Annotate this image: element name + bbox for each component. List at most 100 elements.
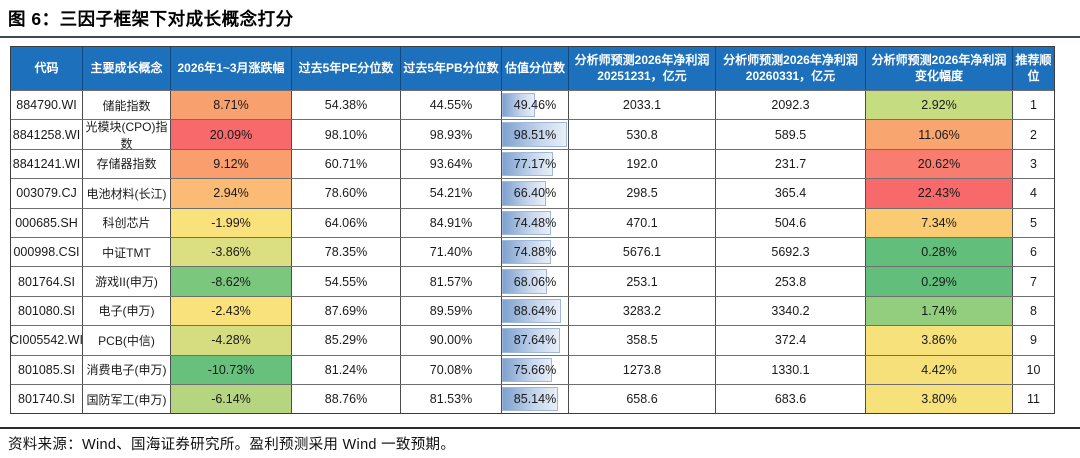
np-20251231-cell: 530.8 xyxy=(569,120,716,149)
rank-cell: 2 xyxy=(1030,127,1037,142)
valuation-percentile-cell: 75.66% xyxy=(502,355,569,384)
valuation-percentile-cell: 66.40% xyxy=(502,179,569,208)
np-20251231-cell: 2033.1 xyxy=(569,91,716,120)
code-cell: 8841241.WI xyxy=(11,149,83,179)
concept-cell: 中证TMT xyxy=(83,237,171,267)
pb-percentile-cell: 81.53% xyxy=(401,384,502,414)
np-20260331-cell: 589.5 xyxy=(716,120,866,149)
valuation-data-bar xyxy=(502,181,546,206)
table-row: 8841241.WI 存储器指数 9.12% 60.71% 93.64% 77.17% 19… xyxy=(11,148,1054,179)
valuation-data-bar xyxy=(502,93,535,118)
change-cell: -4.28% xyxy=(171,326,292,355)
pe-percentile-cell: 64.06% xyxy=(292,208,401,237)
change-cell: -8.62% xyxy=(171,267,292,296)
change-cell: 9.12% xyxy=(171,149,292,179)
header-col-np-change: 分析师预测2026年净利润 变化幅度 xyxy=(866,47,1013,90)
code-cell: 000685.SH xyxy=(11,208,83,237)
np-change-cell: 11.06% xyxy=(866,120,1013,149)
valuation-percentile-cell: 85.14% xyxy=(502,384,569,414)
rank-cell: 3 xyxy=(1030,156,1037,171)
table-row: 801764.SI 游戏II(申万) -8.62% 54.55% 81.57% 68.06… xyxy=(11,266,1054,296)
np-change-cell: 4.42% xyxy=(866,355,1013,384)
title-rule xyxy=(0,36,1080,38)
valuation-percentile-cell: 87.64% xyxy=(502,326,569,355)
np-20251231-cell: 470.1 xyxy=(569,208,716,237)
pb-percentile-cell: 93.64% xyxy=(401,149,502,179)
table-row: CI005542.WI PCB(中信) -4.28% 85.29% 90.00% 87.6… xyxy=(11,325,1054,355)
code-cell: 801740.SI xyxy=(11,384,83,414)
np-change-cell: 7.34% xyxy=(866,208,1013,237)
np-20251231-cell: 192.0 xyxy=(569,149,716,179)
code-cell: 801080.SI xyxy=(11,296,83,326)
code-cell: 801764.SI xyxy=(11,267,83,296)
concept-cell: PCB(中信) xyxy=(83,326,171,355)
table-header-row: 代码 主要成长概念 2026年1~3月涨跌幅 过去5年PE分位数 过去5年PB分位数 估值… xyxy=(11,47,1054,90)
valuation-percentile-cell: 98.51% xyxy=(502,120,569,149)
valuation-data-bar xyxy=(502,122,568,147)
table-row: 801080.SI 电子(申万) -2.43% 87.69% 89.59% 88.64% 3… xyxy=(11,295,1054,326)
table-row: 801740.SI 国防军工(申万) -6.14% 88.76% 81.53% 85.14… xyxy=(11,383,1054,414)
valuation-data-bar xyxy=(502,357,552,382)
np-20260331-cell: 3340.2 xyxy=(716,296,866,326)
np-change-cell: 1.74% xyxy=(866,296,1013,326)
np-20251231-cell: 3283.2 xyxy=(569,296,716,326)
valuation-data-bar xyxy=(502,239,552,265)
pe-percentile-cell: 78.60% xyxy=(292,179,401,208)
change-cell: 8.71% xyxy=(171,91,292,120)
pb-percentile-cell: 90.00% xyxy=(401,326,502,355)
header-col-valuation-pct: 估值分位数 xyxy=(502,47,569,90)
pe-percentile-cell: 81.24% xyxy=(292,355,401,384)
code-cell: 8841258.WI xyxy=(11,120,83,149)
valuation-data-bar xyxy=(502,328,560,353)
rank-cell: 4 xyxy=(1030,186,1037,201)
np-change-cell: 22.43% xyxy=(866,179,1013,208)
pb-percentile-cell: 84.91% xyxy=(401,208,502,237)
np-20260331-cell: 365.4 xyxy=(716,179,866,208)
pb-percentile-cell: 44.55% xyxy=(401,91,502,120)
np-20251231-cell: 298.5 xyxy=(569,179,716,208)
pe-percentile-cell: 60.71% xyxy=(292,149,401,179)
footer-rule xyxy=(0,427,1080,429)
table-row: 884790.WI 储能指数 8.71% 54.38% 44.55% 49.46% 2033… xyxy=(11,90,1054,120)
pb-percentile-cell: 98.93% xyxy=(401,120,502,149)
np-20251231-cell: 358.5 xyxy=(569,326,716,355)
concept-cell: 电池材料(长江) xyxy=(83,179,171,208)
concept-cell: 光模块(CPO)指数 xyxy=(83,120,171,149)
np-20260331-cell: 231.7 xyxy=(716,149,866,179)
valuation-data-bar xyxy=(502,298,561,324)
np-20251231-cell: 5676.1 xyxy=(569,237,716,267)
np-20260331-cell: 253.8 xyxy=(716,267,866,296)
growth-concept-scoring-table: 代码 主要成长概念 2026年1~3月涨跌幅 过去5年PE分位数 过去5年PB分位数 估值… xyxy=(10,46,1055,415)
valuation-data-bar xyxy=(502,386,559,412)
valuation-percentile-cell: 88.64% xyxy=(502,296,569,326)
np-change-cell: 3.86% xyxy=(866,326,1013,355)
pe-percentile-cell: 85.29% xyxy=(292,326,401,355)
valuation-percentile-cell: 49.46% xyxy=(502,91,569,120)
code-cell: 000998.CSI xyxy=(11,237,83,267)
pe-percentile-cell: 88.76% xyxy=(292,384,401,414)
header-col-code: 代码 xyxy=(11,47,83,90)
np-20260331-cell: 1330.1 xyxy=(716,355,866,384)
header-col-change: 2026年1~3月涨跌幅 xyxy=(171,47,292,90)
np-change-cell: 0.29% xyxy=(866,267,1013,296)
valuation-data-bar xyxy=(502,151,553,177)
np-20251231-cell: 253.1 xyxy=(569,267,716,296)
np-20260331-cell: 2092.3 xyxy=(716,91,866,120)
concept-cell: 存储器指数 xyxy=(83,149,171,179)
np-change-cell: 0.28% xyxy=(866,237,1013,267)
change-cell: -2.43% xyxy=(171,296,292,326)
figure-title: 图 6：三因子框架下对成长概念打分 xyxy=(8,9,294,29)
rank-cell: 11 xyxy=(1027,392,1040,407)
valuation-percentile-cell: 68.06% xyxy=(502,267,569,296)
rank-cell: 8 xyxy=(1030,303,1037,318)
header-col-pb-pct: 过去5年PB分位数 xyxy=(401,47,502,90)
change-cell: 2.94% xyxy=(171,179,292,208)
table-row: 003079.CJ 电池材料(长江) 2.94% 78.60% 54.21% 66.40%… xyxy=(11,178,1054,208)
source-note: 资料来源：Wind、国海证券研究所。盈利预测采用 Wind 一致预期。 xyxy=(8,437,456,453)
np-20260331-cell: 504.6 xyxy=(716,208,866,237)
valuation-data-bar xyxy=(502,210,552,235)
change-cell: 20.09% xyxy=(171,120,292,149)
table-row: 000998.CSI 中证TMT -3.86% 78.35% 71.40% 74.88% 5… xyxy=(11,236,1054,267)
rank-cell: 7 xyxy=(1030,274,1037,289)
np-20260331-cell: 5692.3 xyxy=(716,237,866,267)
